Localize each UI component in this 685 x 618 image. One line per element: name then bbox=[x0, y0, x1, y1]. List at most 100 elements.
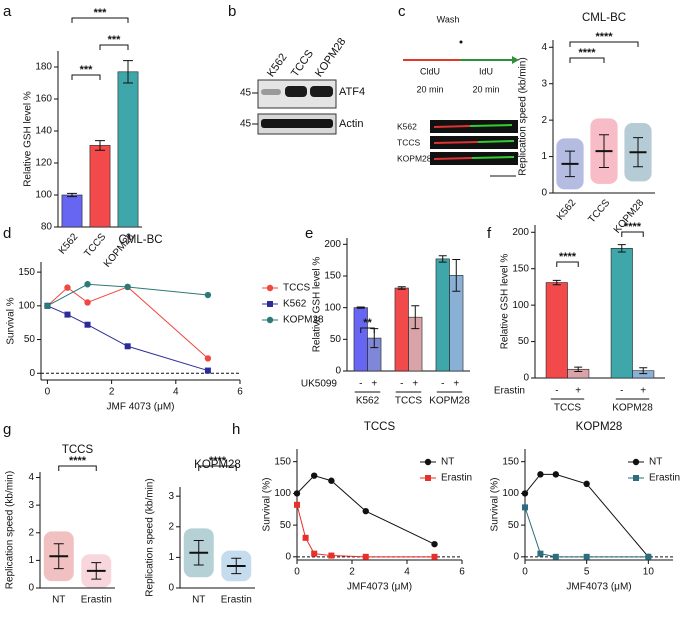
significance-label: ** bbox=[363, 317, 372, 329]
marker bbox=[537, 471, 544, 478]
marker bbox=[64, 311, 71, 318]
chart-title: TCCS bbox=[62, 444, 94, 456]
x-axis-label: JMF 4073 (μM) bbox=[107, 402, 175, 413]
y-axis-label: Relative GSH level % bbox=[500, 254, 511, 350]
legend-marker bbox=[266, 284, 274, 292]
panel-label: e bbox=[305, 225, 313, 242]
y-tick-label: 2 bbox=[168, 521, 174, 532]
y-tick-label: 160 bbox=[35, 94, 52, 105]
pulse-label: CldU bbox=[420, 66, 440, 76]
lane-label: TCCS bbox=[289, 48, 316, 79]
dot bbox=[459, 40, 463, 44]
x-tick-label: NT bbox=[192, 595, 205, 606]
y-tick-label: 3 bbox=[28, 500, 34, 511]
chart-title: CML-BC bbox=[582, 12, 626, 24]
error-bar bbox=[452, 259, 461, 292]
error-bar bbox=[552, 279, 561, 286]
x-tick-label: K562 bbox=[356, 396, 380, 407]
error-bar bbox=[438, 255, 447, 263]
y-tick-label: 150 bbox=[324, 271, 341, 282]
marker bbox=[431, 553, 438, 560]
wash-label: Wash bbox=[437, 14, 460, 24]
band bbox=[261, 119, 333, 128]
marker bbox=[84, 281, 91, 288]
legend-label: NT bbox=[441, 457, 454, 468]
y-tick-label: 100 bbox=[512, 300, 529, 311]
band bbox=[261, 89, 281, 95]
x-tick-label: K562 bbox=[555, 197, 579, 222]
x-tick-label: 0 bbox=[45, 387, 51, 398]
band bbox=[310, 86, 333, 97]
x-tick-label: TCCS bbox=[554, 403, 582, 414]
significance-bracket bbox=[556, 261, 579, 267]
error-bar bbox=[53, 543, 64, 570]
fiber bbox=[477, 140, 515, 143]
group-label: Erastin bbox=[494, 386, 525, 397]
legend-label: KOPM28 bbox=[283, 315, 324, 326]
line bbox=[524, 507, 649, 558]
legend-marker bbox=[267, 301, 273, 307]
x-tick-label: 0 bbox=[522, 567, 528, 578]
marker bbox=[204, 291, 212, 299]
panel-label: h bbox=[232, 421, 240, 438]
fiber-lane-label: KOPM28 bbox=[397, 153, 432, 163]
x-tick-label: 5 bbox=[584, 567, 590, 578]
marker bbox=[204, 355, 212, 362]
x-axis-label: JMF4073 (μM) bbox=[347, 582, 412, 593]
y-tick-label: 1 bbox=[541, 151, 547, 162]
marker bbox=[431, 540, 438, 548]
pulse-label: IdU bbox=[479, 66, 493, 76]
legend-marker bbox=[266, 316, 274, 324]
group-sign: - bbox=[555, 386, 558, 397]
error-bar bbox=[231, 557, 242, 575]
panel-label: g bbox=[3, 421, 11, 438]
marker bbox=[293, 490, 301, 497]
group-sign: + bbox=[412, 379, 418, 390]
x-tick-label: Erastin bbox=[221, 595, 252, 606]
error-bar bbox=[95, 140, 105, 151]
y-tick-label: 50 bbox=[24, 334, 36, 345]
significance-label: **** bbox=[624, 221, 642, 233]
group-sign: - bbox=[441, 379, 444, 390]
marker bbox=[362, 507, 369, 515]
y-tick-label: 100 bbox=[35, 190, 52, 201]
significance-bracket bbox=[99, 44, 129, 50]
western-blot bbox=[257, 79, 337, 135]
chart-title: TCCS bbox=[364, 421, 396, 433]
marker bbox=[537, 550, 544, 557]
marker bbox=[583, 553, 590, 560]
y-axis-label: Replication speed (kb/min) bbox=[145, 478, 156, 596]
y-tick-label: 50 bbox=[508, 520, 520, 531]
y-tick-label: 200 bbox=[512, 227, 529, 238]
y-tick-label: 0 bbox=[335, 366, 341, 377]
significance-bracket bbox=[58, 465, 97, 471]
schematic bbox=[403, 40, 519, 177]
marker bbox=[645, 553, 652, 560]
significance-label: **** bbox=[69, 455, 87, 467]
fiber bbox=[433, 141, 479, 144]
chart-title: CML-BC bbox=[118, 234, 162, 246]
significance-bracket bbox=[71, 74, 101, 80]
y-tick-label: 80 bbox=[41, 222, 53, 233]
fiber-lane-label: K562 bbox=[397, 121, 417, 131]
y-tick-label: 100 bbox=[274, 488, 291, 499]
error-bar bbox=[397, 286, 406, 290]
y-tick-label: 2 bbox=[541, 115, 547, 126]
significance-bracket bbox=[71, 17, 129, 23]
y-axis-label: Survival (%) bbox=[262, 478, 273, 532]
marker bbox=[521, 490, 529, 497]
y-tick-label: 140 bbox=[35, 126, 52, 137]
y-tick-label: 150 bbox=[274, 456, 291, 467]
legend-label: TCCS bbox=[283, 283, 311, 294]
x-tick-label: 2 bbox=[349, 567, 355, 578]
y-tick-label: 4 bbox=[28, 472, 34, 483]
y-tick-label: 150 bbox=[502, 456, 519, 467]
lane-label: K562 bbox=[265, 51, 290, 79]
significance-label: **** bbox=[559, 251, 577, 263]
error-bar bbox=[633, 137, 643, 168]
y-tick-label: 120 bbox=[35, 158, 52, 169]
x-tick-label: 10 bbox=[643, 567, 655, 578]
bar bbox=[61, 194, 83, 228]
legend-label: NT bbox=[649, 457, 662, 468]
